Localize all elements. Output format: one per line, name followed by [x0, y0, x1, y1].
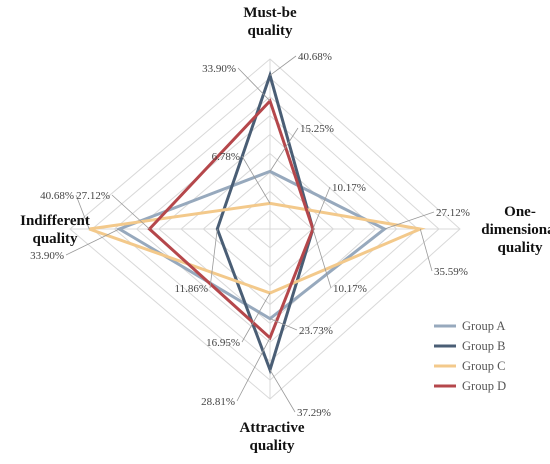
- value-label: 23.73%: [299, 325, 333, 337]
- value-label: 10.17%: [332, 182, 366, 194]
- value-label: 6.78%: [212, 151, 240, 163]
- leader-line: [269, 369, 296, 413]
- value-label: 11.86%: [174, 283, 208, 295]
- value-label: 27.12%: [436, 207, 470, 219]
- leader-line: [312, 186, 331, 230]
- leader-line: [75, 194, 90, 230]
- leader-line: [209, 228, 218, 289]
- series-group-c-polygon: [88, 201, 426, 295]
- leader-line: [269, 318, 298, 331]
- label-leaders: [65, 55, 435, 413]
- value-label: 15.25%: [300, 123, 334, 135]
- axis-label: One-dimensionalquality: [481, 204, 550, 256]
- value-label: 33.90%: [30, 250, 64, 262]
- value-label: 27.12%: [76, 190, 110, 202]
- leader-line: [241, 292, 271, 343]
- value-label: 37.29%: [297, 407, 331, 419]
- axis-label: Indifferent quality: [20, 213, 90, 247]
- value-label: 40.68%: [298, 51, 332, 63]
- value-label: 35.59%: [434, 266, 468, 278]
- leader-line: [419, 228, 433, 272]
- leader-line: [237, 67, 271, 102]
- leader-line: [111, 194, 150, 230]
- value-label: 16.95%: [206, 337, 240, 349]
- legend-label: Group A: [462, 319, 505, 333]
- axis-label: Attractive quality: [240, 420, 305, 454]
- value-label: 40.68%: [40, 190, 74, 202]
- leader-line: [236, 337, 271, 402]
- leader-line: [269, 55, 297, 76]
- legend: Group A Group B Group C Group D: [434, 319, 506, 393]
- leader-line: [65, 228, 120, 256]
- legend-label: Group B: [462, 339, 505, 353]
- radar-grid: [69, 58, 461, 400]
- legend-label: Group D: [462, 379, 506, 393]
- legend-label: Group C: [462, 359, 505, 373]
- value-labels: 40.68% 33.90% 15.25% 6.78% 10.17% 27.12% 35.59…: [30, 51, 470, 419]
- value-label: 10.17%: [333, 283, 367, 295]
- leader-line: [384, 211, 435, 230]
- axis-label: Must-be quality: [243, 5, 297, 39]
- value-label: 33.90%: [202, 63, 236, 75]
- leader-line: [312, 228, 332, 289]
- value-label: 28.81%: [201, 396, 235, 408]
- leader-line: [269, 127, 299, 172]
- leader-line: [241, 155, 271, 204]
